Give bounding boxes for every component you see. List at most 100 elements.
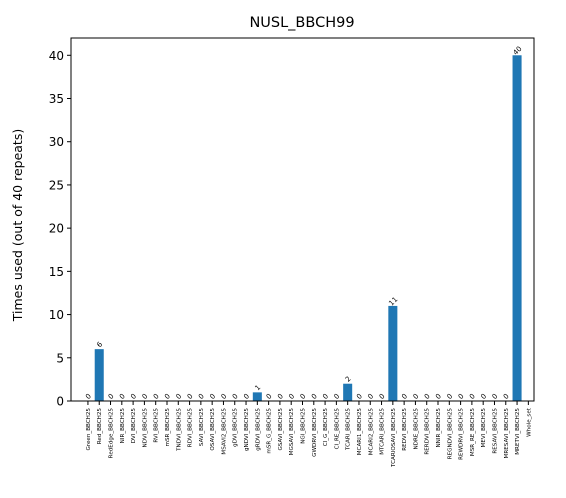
x-tick-label: mSR_G_BBCH25: [267, 408, 273, 454]
x-tick-label: GWDRVI_BBCH25: [312, 408, 318, 457]
x-tick-label: MEVI_BBCH25: [481, 408, 487, 448]
x-tick-label: TCARIOSAVI_BBCH25: [391, 408, 397, 468]
x-tick-label: REDVI_BBCH25: [402, 408, 408, 451]
bar-value-label: 0: [333, 392, 342, 401]
bar-value-label: 0: [141, 392, 150, 401]
x-tick-label: MGSAVI_BBCH25: [289, 408, 295, 456]
bar-value-label: 0: [378, 392, 387, 401]
bar-value-label: 2: [344, 375, 353, 384]
x-tick-label: Red_BBCH25: [97, 408, 103, 445]
x-tick-label: RVI_BBCH25: [154, 408, 160, 443]
y-tick-label: 5: [56, 351, 64, 365]
bar-value-label: 0: [310, 392, 319, 401]
x-tick-label: NGI_BBCH25: [301, 408, 307, 444]
bar-value-label: 0: [129, 392, 138, 401]
chart-title: NUSL_BBCH99: [249, 15, 354, 31]
bar: [388, 305, 398, 401]
x-tick-label: MTCARI_BBCH25: [380, 408, 386, 455]
x-tick-label: RDVI_BBCH25: [188, 408, 194, 448]
bar-value-label: 0: [231, 392, 240, 401]
x-tick-label: gDVI_BBCH25: [233, 408, 239, 447]
x-tick-label: RedEdge_BBCH25: [109, 408, 115, 459]
x-tick-label: MCARI2_BBCH25: [368, 408, 374, 456]
x-tick-label: NDVI_BBCH25: [142, 408, 148, 448]
x-tick-label: gRDVI_BBCH25: [255, 408, 261, 451]
bar-value-label: 0: [412, 392, 421, 401]
bar-value-label: 0: [265, 392, 274, 401]
bar-value-label: 0: [468, 392, 477, 401]
bar-value-label: 0: [423, 392, 432, 401]
x-tick-label: Whole_set: [526, 407, 532, 437]
bar-value-label: 0: [174, 392, 183, 401]
bar-value-label: 0: [457, 392, 466, 401]
x-tick-label: NIR_BBCH25: [120, 408, 126, 444]
x-tick-label: NDRE_BBCH25: [413, 408, 419, 450]
bar: [343, 383, 353, 401]
x-tick-label: REGNDVI_BBCH25: [447, 408, 453, 460]
bar: [512, 55, 522, 402]
bar-value-label: 0: [287, 392, 296, 401]
bar-value-label: 0: [84, 392, 93, 401]
x-tick-label: MSAVI2_BBCH25: [221, 408, 227, 455]
x-tick-label: CI_G_BBCH25: [323, 408, 329, 447]
x-tick-label: gNDVI_BBCH25: [244, 408, 250, 451]
y-tick-label: 10: [49, 308, 64, 322]
plot-frame: [70, 37, 535, 402]
bar-value-label: 0: [197, 392, 206, 401]
bar-value-label: 0: [491, 392, 500, 401]
bar-value-label: 0: [400, 392, 409, 401]
bar-value-label: 1: [254, 384, 263, 393]
y-tick-label: 20: [49, 222, 64, 236]
bar: [94, 349, 104, 401]
x-tick-label: RESAVI_BBCH25: [492, 408, 498, 454]
x-tick-label: CI_RE_BBCH25: [334, 408, 340, 450]
bar-value-label: 0: [186, 392, 195, 401]
x-tick-label: DVI_BBCH25: [131, 408, 137, 444]
x-tick-label: MCARI1_BBCH25: [357, 408, 363, 456]
x-tick-label: GSAVI_BBCH25: [278, 408, 284, 451]
bar-value-label: 0: [220, 392, 229, 401]
bar-value-label: 0: [366, 392, 375, 401]
x-tick-label: REWDRVI_BBCH25: [459, 408, 465, 460]
bar-value-label: 0: [152, 392, 161, 401]
x-tick-label: mSR_BBCH25: [165, 408, 171, 447]
y-axis-label: Times used (out of 40 repeats): [10, 129, 25, 322]
y-tick-label: 35: [49, 92, 64, 106]
bar-value-label: 0: [479, 392, 488, 401]
bar-value-label: 11: [387, 296, 399, 308]
bar-value-label: 0: [299, 392, 308, 401]
x-tick-label: TCARI_BBCH25: [346, 408, 352, 451]
x-tick-label: TNDVI_BBCH25: [176, 408, 182, 452]
bar-value-label: 0: [502, 392, 511, 401]
bar-value-label: 0: [208, 392, 217, 401]
x-tick-label: OSAVI_BBCH25: [210, 408, 216, 451]
bar-value-label: 0: [107, 392, 116, 401]
x-tick-label: Green_BBCH25: [86, 408, 92, 451]
x-tick-label: MRETVI_BBCH25: [515, 408, 521, 455]
bar-value-label: 0: [118, 392, 127, 401]
bar-value-label: 0: [434, 392, 443, 401]
x-tick-label: NNIR_BBCH25: [436, 408, 442, 448]
bar-value-label: 0: [163, 392, 172, 401]
y-tick-label: 0: [56, 395, 64, 409]
y-tick-label: 40: [49, 49, 64, 63]
bar: [252, 392, 262, 401]
bar-value-label: 0: [276, 392, 285, 401]
bar-value-label: 0: [445, 392, 454, 401]
bar-value-label: 6: [95, 340, 104, 349]
y-tick-label: 25: [49, 178, 64, 192]
bar-value-label: 0: [321, 392, 330, 401]
bar-value-label: 0: [242, 392, 251, 401]
x-tick-label: SAVI_BBCH25: [199, 408, 205, 447]
x-tick-label: RERDVI_BBCH25: [425, 408, 431, 455]
bar-value-label: 40: [512, 45, 524, 57]
y-tick-label: 30: [49, 135, 64, 149]
y-tick-label: 15: [49, 265, 64, 279]
x-tick-label: MRESAVI_BBCH25: [504, 408, 510, 459]
bar-value-label: 0: [355, 392, 364, 401]
x-tick-label: MSR_RE_BBCH25: [470, 408, 476, 457]
